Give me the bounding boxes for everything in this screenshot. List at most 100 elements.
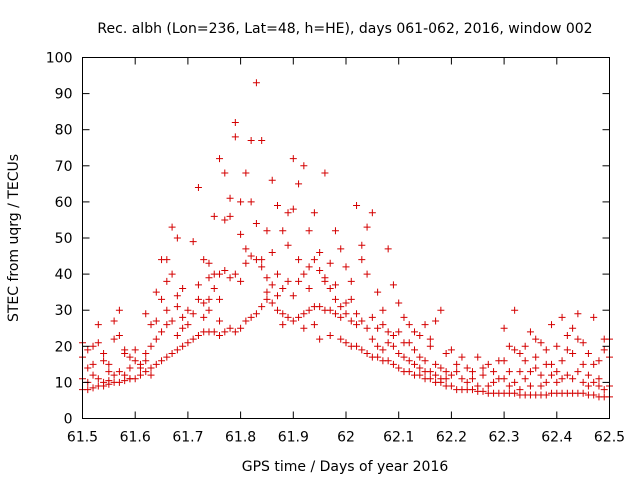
data-point — [521, 357, 529, 365]
data-point — [115, 368, 123, 376]
data-point — [100, 350, 108, 358]
data-point — [105, 377, 113, 385]
data-point — [263, 295, 271, 303]
data-point — [516, 386, 524, 394]
data-point — [474, 353, 482, 361]
data-point — [89, 384, 97, 392]
data-point — [395, 328, 403, 336]
data-point — [284, 277, 292, 285]
data-point — [216, 295, 224, 303]
data-point — [221, 266, 229, 274]
data-point — [163, 353, 171, 361]
data-point — [479, 387, 487, 395]
data-point — [574, 335, 582, 343]
data-point — [500, 375, 508, 383]
data-point — [284, 241, 292, 249]
data-point — [216, 317, 224, 325]
data-point — [337, 303, 345, 311]
data-point — [379, 306, 387, 314]
data-point — [411, 360, 419, 368]
data-point — [305, 285, 313, 293]
data-point — [84, 364, 92, 372]
data-point — [526, 382, 534, 390]
data-point — [331, 310, 339, 318]
y-axis-label: STEC from uqrg / TECUs — [6, 154, 22, 322]
data-point — [84, 386, 92, 394]
data-point — [310, 256, 318, 264]
data-point — [595, 375, 603, 383]
data-point — [474, 382, 482, 390]
data-point — [574, 368, 582, 376]
data-point — [168, 317, 176, 325]
data-point — [368, 209, 376, 217]
data-point — [237, 324, 245, 332]
data-point — [242, 317, 250, 325]
data-point — [147, 321, 155, 329]
data-point — [405, 321, 413, 329]
data-point — [94, 321, 102, 329]
data-point — [405, 357, 413, 365]
data-point — [121, 371, 129, 379]
data-point — [152, 335, 160, 343]
data-point — [136, 371, 144, 379]
data-point — [237, 277, 245, 285]
data-point — [542, 346, 550, 354]
data-point — [437, 364, 445, 372]
y-axis-ticks: 0 10 20 30 40 50 60 70 80 90 100 — [46, 51, 610, 428]
data-point — [300, 162, 308, 170]
data-point — [400, 313, 408, 321]
data-point — [263, 274, 271, 282]
data-point — [384, 357, 392, 365]
data-point — [426, 335, 434, 343]
data-point — [432, 360, 440, 368]
data-point — [363, 223, 371, 231]
data-point — [463, 378, 471, 386]
data-point — [205, 274, 213, 282]
x-tick-label: 61.7 — [172, 430, 203, 446]
data-point — [268, 299, 276, 307]
data-point — [590, 313, 598, 321]
data-point — [579, 339, 587, 347]
data-point — [273, 306, 281, 314]
data-point — [300, 310, 308, 318]
data-point — [242, 169, 250, 177]
data-point — [147, 342, 155, 350]
data-point — [368, 313, 376, 321]
data-point — [447, 346, 455, 354]
data-point — [521, 375, 529, 383]
data-point — [358, 241, 366, 249]
data-point — [453, 360, 461, 368]
data-point — [295, 180, 303, 188]
data-point — [347, 277, 355, 285]
data-point — [221, 328, 229, 336]
data-point — [273, 202, 281, 210]
data-point — [458, 353, 466, 361]
data-point — [205, 259, 213, 267]
data-point — [94, 375, 102, 383]
data-point — [210, 270, 218, 278]
data-point — [553, 378, 561, 386]
y-tick-label: 30 — [55, 303, 73, 319]
data-point — [537, 339, 545, 347]
data-point — [173, 346, 181, 354]
data-point — [100, 357, 108, 365]
data-point — [184, 339, 192, 347]
data-point — [395, 350, 403, 358]
data-point — [173, 292, 181, 300]
data-point — [194, 331, 202, 339]
data-point — [358, 317, 366, 325]
data-point — [389, 331, 397, 339]
data-point — [442, 375, 450, 383]
data-point — [574, 310, 582, 318]
data-point — [511, 346, 519, 354]
data-point — [374, 353, 382, 361]
data-point — [584, 382, 592, 390]
data-point — [542, 378, 550, 386]
data-point — [110, 335, 118, 343]
data-point — [152, 360, 160, 368]
data-point — [563, 371, 571, 379]
data-point — [305, 306, 313, 314]
data-point — [595, 382, 603, 390]
data-point — [347, 317, 355, 325]
data-point — [384, 245, 392, 253]
